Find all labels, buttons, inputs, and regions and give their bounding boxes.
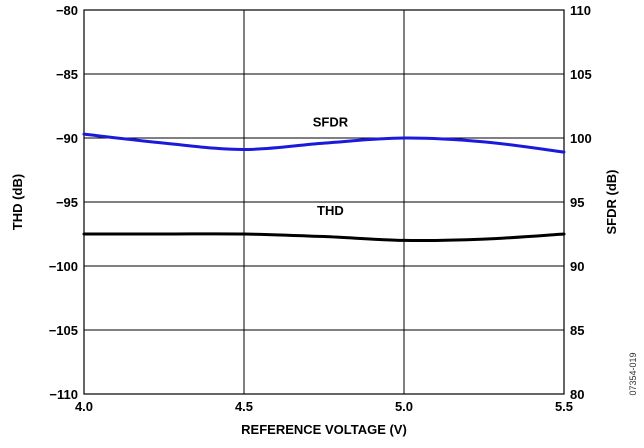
y-right-tick-label: 100: [570, 131, 592, 146]
y-right-tick-label: 90: [570, 259, 584, 274]
y-left-tick-label: −90: [56, 131, 78, 146]
series-label-sfdr: SFDR: [313, 114, 349, 129]
x-tick-label: 4.5: [235, 399, 253, 414]
y-right-tick-label: 105: [570, 67, 592, 82]
ticks: 4.0 4.5 5.0 5.5 −110 80 −105 85 −100 90 −95 95 −90 10…: [49, 3, 592, 414]
y-left-tick-label: −110: [49, 387, 78, 402]
x-tick-label: 5.5: [555, 399, 573, 414]
y-left-tick-label: −95: [56, 195, 78, 210]
series-label-thd: THD: [317, 203, 344, 218]
y-right-tick-label: 80: [570, 387, 584, 402]
y-left-tick-label: −105: [49, 323, 78, 338]
y-left-tick-label: −80: [56, 3, 78, 18]
series-line-thd: [82, 232, 566, 243]
grid: [84, 10, 564, 394]
y-axis-right-title: SFDR (dB): [604, 170, 619, 235]
y-right-tick-label: 95: [570, 195, 584, 210]
y-left-tick-label: −100: [49, 259, 78, 274]
figure-id: 07354-019: [628, 352, 638, 395]
plot-frame: [83, 9, 565, 395]
y-left-tick-label: −85: [56, 67, 78, 82]
series-layer: [82, 132, 566, 243]
y-right-tick-label: 110: [570, 3, 591, 18]
x-tick-label: 5.0: [395, 399, 413, 414]
y-axis-left-title: THD (dB): [10, 174, 25, 230]
y-right-tick-label: 85: [570, 323, 584, 338]
x-tick-label: 4.0: [75, 399, 93, 414]
series-line-sfdr: [82, 132, 566, 154]
x-axis-title: REFERENCE VOLTAGE (V): [241, 422, 407, 437]
